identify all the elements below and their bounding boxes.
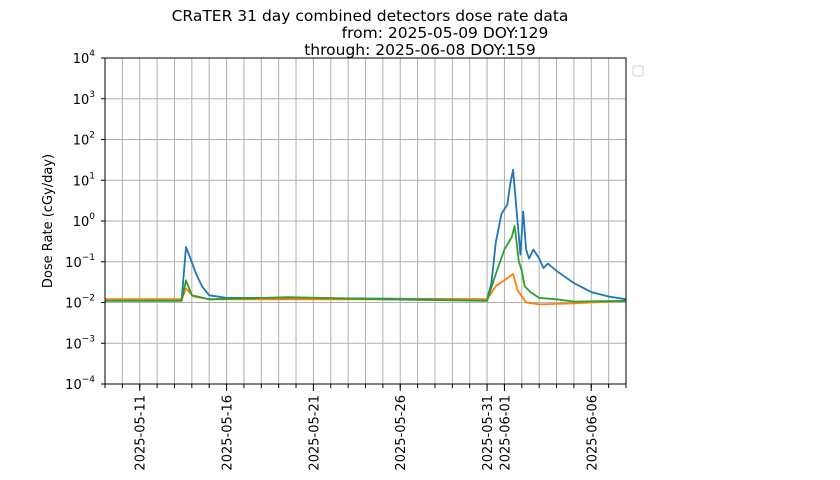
chart-subtitle-through: through: 2025-06-08 DOY:159 [304, 41, 536, 59]
chart-subtitle-from: from: 2025-05-09 DOY:129 [341, 24, 549, 42]
legend-box [632, 65, 644, 77]
y-tick-label: 10−2 [65, 294, 95, 312]
series-line-2 [105, 273, 627, 306]
y-axis-label: Dose Rate (cGy/day) [41, 154, 56, 288]
x-tick-label: 2025-06-06 [585, 395, 600, 471]
x-tick-label: 2025-05-26 [394, 395, 409, 471]
chart-title: CRaTER 31 day combined detectors dose ra… [171, 7, 569, 25]
y-tick-label: 101 [73, 171, 95, 189]
x-tick-label: 2025-05-11 [134, 395, 149, 471]
series-line-3 [105, 225, 627, 303]
axes: 10−4 10−3 10−2 10−1 100 101 102 103 104 2025-05-1… [65, 49, 627, 471]
series-line-1 [105, 168, 627, 301]
y-tick-label: 103 [73, 90, 95, 108]
y-tick-label: 100 [73, 212, 96, 230]
y-tick-label: 10−3 [65, 334, 95, 352]
y-tick-label: 10−1 [65, 253, 95, 271]
y-tick-label: 10−4 [65, 375, 95, 393]
x-tick-label: 2025-05-16 [221, 395, 236, 471]
grid-lines [105, 58, 626, 384]
x-tick-label: 2025-05-21 [307, 395, 322, 471]
y-tick-label: 102 [73, 131, 95, 149]
series-lines [105, 168, 627, 306]
x-tick-label: 2025-06-01 [498, 395, 513, 471]
y-tick-label: 104 [73, 49, 96, 67]
x-tick-label: 2025-05-31 [481, 395, 496, 471]
